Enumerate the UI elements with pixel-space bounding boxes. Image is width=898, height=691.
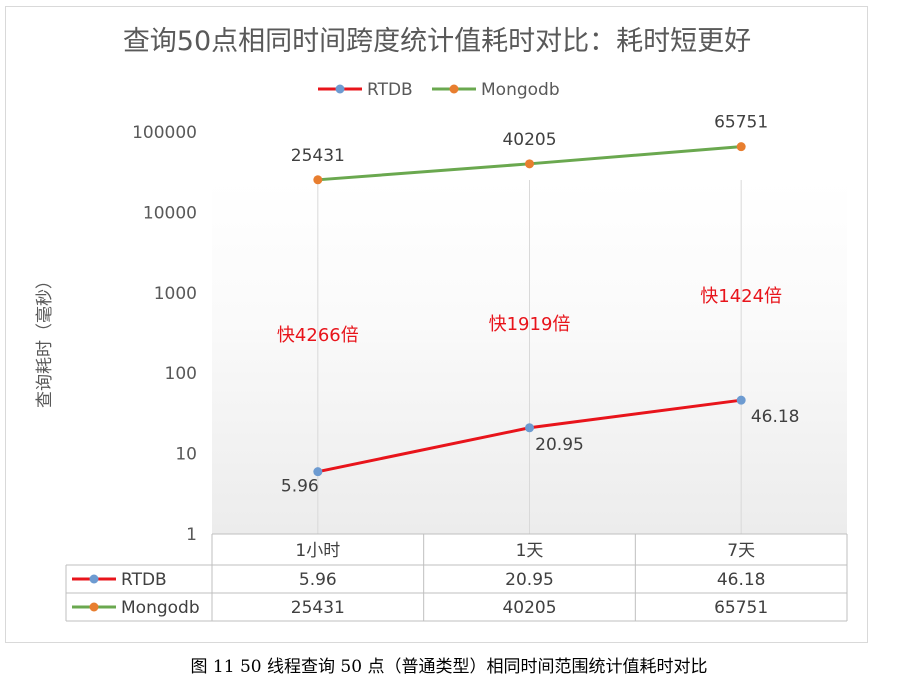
y-axis: 1 10 100 1000 10000 100000: [132, 123, 197, 545]
table-legend-marker: [89, 602, 99, 612]
table-cell: 25431: [291, 598, 345, 618]
table-series-name: Mongodb: [121, 598, 200, 618]
data-label-rtdb: 46.18: [751, 407, 800, 427]
x-tick-label: 1天: [516, 541, 544, 561]
y-tick-label: 1000: [154, 284, 197, 304]
data-point-rtdb: [525, 423, 534, 433]
data-label-rtdb: 20.95: [535, 435, 584, 455]
data-label-mongodb: 65751: [714, 113, 768, 133]
data-label-rtdb: 5.96: [281, 477, 319, 497]
chart-title: 查询50点相同时间跨度统计值耗时对比：耗时短更好: [123, 26, 751, 57]
series-layer: 5.96 20.95 46.18 25431 40205 65751: [281, 113, 800, 497]
data-label-mongodb: 25431: [291, 146, 345, 166]
table-series-name: RTDB: [121, 570, 167, 590]
speedup-annotation: 快4266倍: [277, 325, 359, 346]
y-tick-label: 10: [175, 445, 197, 465]
y-tick-label: 100000: [132, 123, 197, 143]
table-legend-marker: [89, 574, 99, 584]
legend-marker-rtdb: [335, 84, 345, 94]
data-point-rtdb: [736, 395, 746, 405]
table-cell: 5.96: [299, 570, 337, 590]
speedup-annotation: 快1919倍: [489, 314, 571, 335]
table-cell: 65751: [714, 598, 768, 618]
legend-marker-mongodb: [449, 84, 459, 94]
table-cell: 20.95: [505, 570, 554, 590]
data-label-mongodb: 40205: [502, 130, 556, 150]
chart: 查询50点相同时间跨度统计值耗时对比：耗时短更好 RTDB Mongodb 1 10…: [35, 26, 848, 622]
y-tick-label: 10000: [143, 203, 197, 223]
table-cell: 40205: [502, 598, 556, 618]
legend: RTDB Mongodb: [318, 80, 560, 100]
data-point-rtdb: [313, 467, 323, 477]
annotations: 快4266倍 快1919倍 快1424倍: [277, 286, 782, 346]
y-tick-label: 100: [165, 364, 197, 384]
x-tick-label: 7天: [727, 541, 755, 561]
legend-label-rtdb: RTDB: [367, 80, 413, 100]
data-table: 1小时 1天 7天 RTDB 5.96 20.95 46.18 Mongodb 25431 402…: [65, 533, 848, 622]
table-cell: 46.18: [717, 570, 766, 590]
data-point-mongodb: [736, 142, 746, 152]
data-point-mongodb: [525, 159, 534, 169]
legend-label-mongodb: Mongodb: [481, 80, 560, 100]
data-point-mongodb: [313, 175, 323, 185]
y-tick-label: 1: [186, 525, 197, 545]
figure-caption: 图 11 50 线程查询 50 点（普通类型）相同时间范围统计值耗时对比: [190, 657, 708, 677]
y-axis-label: 查询耗时（毫秒）: [35, 272, 55, 408]
speedup-annotation: 快1424倍: [700, 286, 782, 307]
x-tick-label: 1小时: [295, 541, 340, 561]
